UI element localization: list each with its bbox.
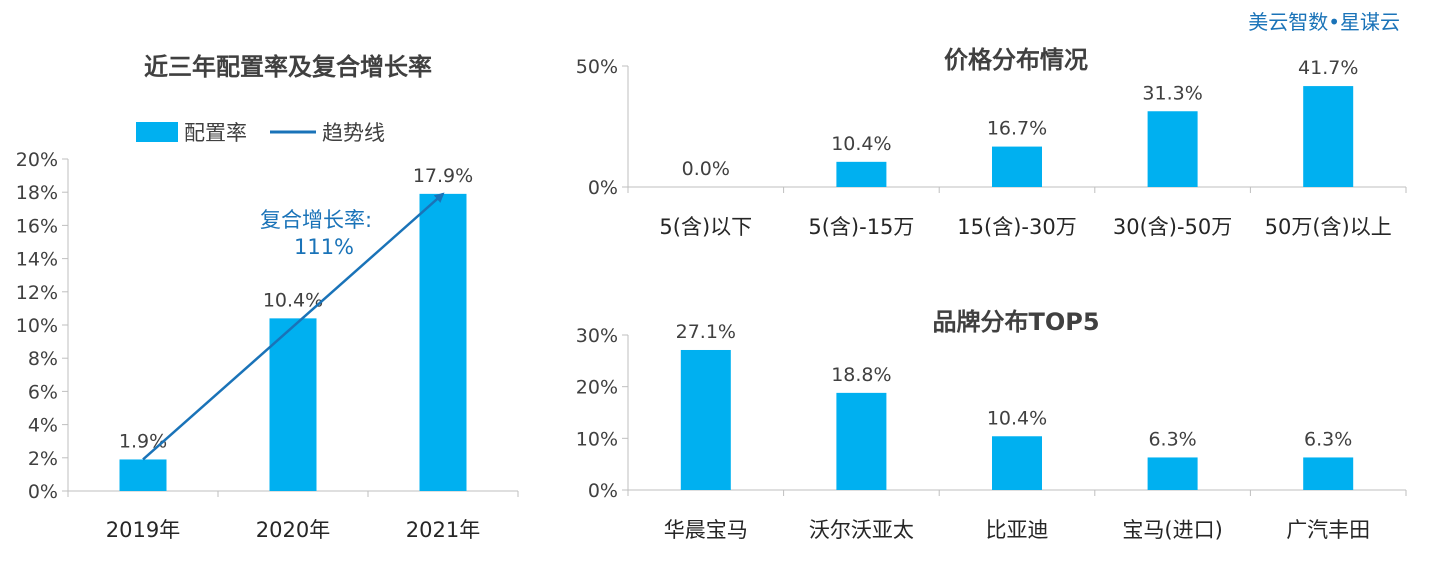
chart3-title: 品牌分布TOP5 [932, 308, 1099, 336]
legend-bar-label: 配置率 [184, 121, 247, 145]
chart1-y-tick-label: 18% [16, 182, 58, 204]
chart1-bar [269, 318, 317, 491]
chart1-y-tick-label: 12% [16, 282, 58, 304]
chart1-value-label: 10.4% [263, 289, 323, 311]
chart1-value-label: 17.9% [413, 165, 473, 187]
chart3-bar [1147, 457, 1198, 490]
trend-arrow [142, 192, 445, 461]
chart-price-distribution: 价格分布情况 0% 50% 0.0% 5(含)以下 10.4% 5(含)-15万 16.7… [576, 46, 1407, 239]
chart3-value-label: 18.8% [831, 364, 891, 386]
chart2-category-label: 5(含)以下 [659, 215, 752, 239]
chart2-value-label: 0.0% [682, 158, 730, 180]
chart1-bar [119, 459, 167, 491]
chart2-y-tick-label: 50% [576, 56, 618, 78]
chart3-value-label: 6.3% [1148, 428, 1196, 450]
growth-annotation-value: 111% [294, 235, 354, 259]
chart3-category-label: 比亚迪 [986, 518, 1049, 542]
brand-label: 美云智数•星谋云 [1248, 10, 1400, 34]
chart2-title: 价格分布情况 [944, 46, 1088, 74]
chart1-y-tick-label: 6% [28, 381, 58, 403]
chart3-bar [992, 436, 1042, 490]
chart1-y-tick-label: 2% [28, 448, 58, 470]
chart1-y-tick-label: 8% [28, 348, 58, 370]
chart3-y-tick-label: 10% [576, 428, 618, 450]
chart2-bar [836, 161, 887, 187]
chart3-category-label: 华晨宝马 [664, 518, 748, 542]
chart1-y-tick-label: 4% [28, 415, 58, 437]
chart2-value-label: 10.4% [831, 133, 891, 155]
chart1-y-tick-label: 14% [16, 249, 58, 271]
chart2-bar [1147, 111, 1198, 187]
chart2-category-label: 50万(含)以上 [1265, 215, 1392, 239]
chart2-value-label: 16.7% [987, 118, 1047, 140]
chart1-category-label: 2020年 [256, 518, 330, 542]
chart1-y-tick-label: 0% [28, 481, 58, 503]
chart3-y-tick-label: 20% [576, 377, 618, 399]
chart3-value-label: 10.4% [987, 407, 1047, 429]
chart2-category-label: 15(含)-30万 [957, 215, 1076, 239]
chart1-y-tick-label: 20% [16, 149, 58, 171]
chart1-category-label: 2019年 [106, 518, 180, 542]
chart3-category-label: 沃尔沃亚太 [809, 518, 914, 542]
chart2-category-label: 30(含)-50万 [1113, 215, 1232, 239]
chart3-bar [1303, 457, 1354, 490]
chart2-bar [1303, 86, 1354, 187]
chart3-y-tick-label: 0% [588, 480, 618, 502]
legend-bar-swatch [136, 122, 178, 142]
chart3-bar [680, 349, 731, 490]
chart1-category-label: 2021年 [406, 518, 480, 542]
chart3-y-tick-label: 30% [576, 325, 618, 347]
chart3-category-label: 宝马(进口) [1122, 518, 1222, 542]
chart1-value-label: 1.9% [119, 430, 167, 452]
chart3-bar [836, 392, 887, 490]
chart3-category-label: 广汽丰田 [1286, 518, 1370, 542]
chart3-value-label: 27.1% [676, 321, 736, 343]
chart-brand-top5: 品牌分布TOP5 0% 10% 20% 30% 27.1% 华晨宝马 18.8% 沃尔沃亚太… [576, 308, 1407, 542]
chart2-value-label: 31.3% [1142, 82, 1202, 104]
chart2-category-label: 5(含)-15万 [808, 215, 914, 239]
chart1-y-tick-label: 16% [16, 215, 58, 237]
chart-config-rate: 近三年配置率及复合增长率 配置率 趋势线 0% 2% 4% 6% 8% 10% 12% 14%… [16, 53, 519, 542]
chart1-title: 近三年配置率及复合增长率 [144, 53, 432, 81]
chart3-value-label: 6.3% [1304, 428, 1352, 450]
legend-line-label: 趋势线 [322, 121, 385, 145]
chart2-y-tick-label: 0% [588, 177, 618, 199]
growth-annotation-label: 复合增长率: [260, 208, 372, 232]
chart2-bar [992, 146, 1042, 187]
chart2-value-label: 41.7% [1298, 57, 1358, 79]
chart1-y-tick-label: 10% [16, 315, 58, 337]
chart1-bar [419, 193, 467, 492]
